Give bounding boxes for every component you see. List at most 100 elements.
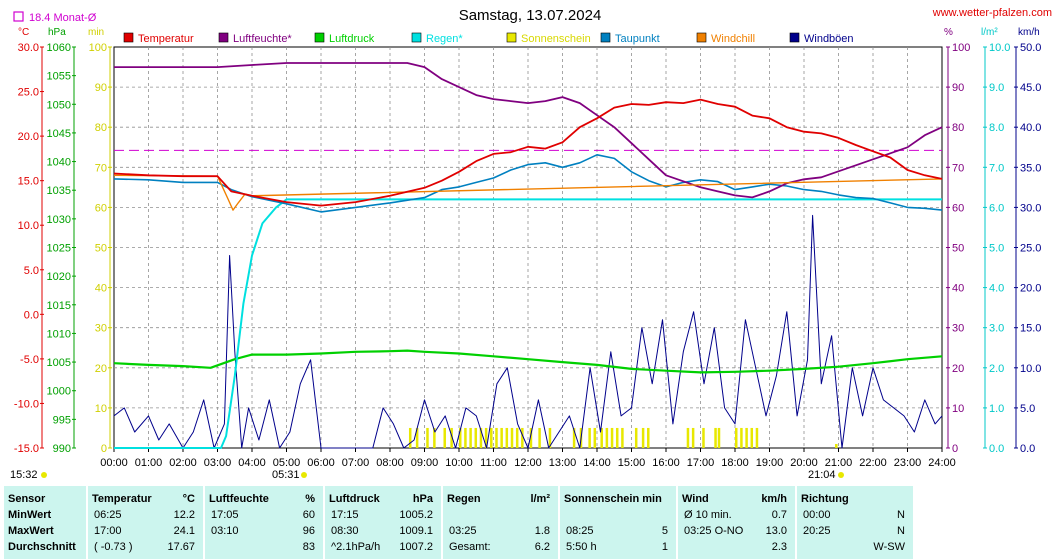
chart-grid: [113, 46, 943, 449]
x-tick-label: 14:00: [583, 457, 611, 469]
sunshine-bar: [717, 427, 721, 448]
wind-tick-label: 30.0: [1020, 202, 1041, 214]
sun-tick-label: 10: [95, 403, 107, 415]
sun-tick-label: 90: [95, 82, 107, 94]
rain-tick-label: 7.0: [989, 162, 1004, 174]
sunshine-bar: [479, 427, 483, 448]
x-tick-label: 04:00: [238, 457, 266, 469]
stats-cell-time: 03:25: [449, 525, 477, 537]
wind-tick-label: 0.0: [1020, 443, 1035, 455]
humidity-tick-label: 80: [952, 122, 964, 134]
pressure-tick-label: 1005: [47, 357, 71, 369]
x-tick-label: 07:00: [342, 457, 370, 469]
sunshine-bar: [755, 427, 759, 448]
wind-tick-label: 10.0: [1020, 363, 1041, 375]
legend-swatch: [123, 32, 134, 43]
legend-label: Luftfeuchte*: [233, 33, 292, 45]
pressure-tick-label: 1060: [47, 42, 71, 54]
sunset-icon: [838, 472, 844, 478]
sunshine-bar: [474, 427, 478, 448]
humidity-tick-label: 20: [952, 363, 964, 375]
stats-cell-value: 1007.2: [399, 541, 433, 553]
stats-column-bg: [88, 486, 203, 559]
series-windböen-line: [113, 214, 943, 449]
wind-tick-label: 50.0: [1020, 42, 1041, 54]
x-tick-label: 05:00: [273, 457, 301, 469]
pressure-tick-label: 1030: [47, 214, 71, 226]
sunshine-bar: [686, 427, 690, 448]
rain-tick-label: 5.0: [989, 243, 1004, 255]
sunshine-bar: [510, 427, 514, 448]
x-tick-label: 03:00: [204, 457, 232, 469]
temp-tick-label: -5.0: [20, 354, 39, 366]
sunshine-bar: [505, 427, 509, 448]
stats-cell-value: 17.67: [167, 541, 195, 553]
sun-tick-label: 0: [101, 443, 107, 455]
stats-column-bg: [325, 486, 441, 559]
series-luftdruck-line: [113, 349, 943, 374]
x-tick-label: 15:00: [618, 457, 646, 469]
legend-swatch: [789, 32, 800, 43]
sunshine-bar: [702, 427, 705, 448]
stats-header-unit: %: [305, 493, 315, 505]
unit-rain: l/m²: [981, 27, 998, 38]
stats-cell-value: 5: [661, 525, 668, 537]
temp-tick-label: 10.0: [18, 220, 39, 232]
stats-cell-value: 1: [661, 541, 668, 553]
chart-legend: Temperatur Luftfeuchte* Luftdruck Regen* Son…: [123, 32, 854, 45]
stats-cell-value: 83: [302, 541, 315, 553]
sunshine-bar: [490, 427, 493, 448]
sunshine-bar: [495, 427, 498, 448]
humidity-tick-label: 60: [952, 202, 964, 214]
sunshine-bar: [433, 427, 436, 448]
stats-row-label: MaxWert: [8, 525, 54, 537]
sunset-label: 21:04: [808, 469, 836, 481]
stats-cell-time: 06:25: [94, 509, 122, 521]
pressure-tick-label: 1040: [47, 157, 71, 169]
legend-swatch: [218, 32, 229, 43]
x-tick-label: 10:00: [445, 457, 473, 469]
stats-cell-value: 12.2: [173, 509, 195, 521]
humidity-tick-label: 50: [952, 243, 964, 255]
sun-tick-label: 100: [89, 42, 107, 54]
wind-tick-label: 35.0: [1020, 162, 1041, 174]
sunshine-bar: [572, 427, 576, 448]
sunshine-bar: [835, 443, 838, 448]
avg-legend-label: 18.4 Monat-Ø: [29, 12, 97, 24]
x-tick-label: 13:00: [549, 457, 577, 469]
sunshine-bar: [459, 427, 462, 448]
chart-axes: 00:00 01:00 02:00 03:00 04:00 05:00 06:00 07:00…: [14, 42, 1042, 469]
temp-tick-label: 0.0: [24, 309, 39, 321]
sun-tick-label: 40: [95, 283, 107, 295]
stats-cell-value: 2.3: [771, 541, 787, 553]
stats-cell-time: Ø 10 min.: [684, 509, 732, 521]
pressure-tick-label: 1025: [47, 243, 71, 255]
legend-swatch: [506, 32, 517, 43]
humidity-tick-label: 10: [952, 403, 964, 415]
sunshine-bar: [538, 427, 541, 448]
sunshine-bar: [750, 427, 754, 448]
stats-header-unit: °C: [182, 493, 195, 505]
stats-cell-value: 13.0: [765, 525, 787, 537]
x-tick-label: 06:00: [307, 457, 335, 469]
stats-cell-value: N: [897, 525, 905, 537]
time-label-left: 15:32: [10, 469, 38, 481]
humidity-tick-label: 90: [952, 82, 964, 94]
stats-cell-value: W-SW: [873, 541, 905, 553]
legend-swatch: [314, 32, 325, 43]
rain-tick-label: 6.0: [989, 202, 1004, 214]
temp-tick-label: 30.0: [18, 42, 39, 54]
x-tick-label: 08:00: [376, 457, 404, 469]
stats-header: Regen: [447, 493, 481, 505]
unit-pressure: hPa: [48, 27, 66, 38]
sunshine-bar: [740, 427, 743, 448]
stats-column-bg: [443, 486, 558, 559]
stats-header-unit: l/m²: [530, 493, 550, 505]
stats-table: Sensor Temperatur °C Luftfeuchte% Luftdruck h…: [0, 486, 1058, 559]
x-tick-label: 21:00: [825, 457, 853, 469]
stats-cell-time: ^2.1hPa/h: [331, 541, 381, 553]
stats-cell-time: 08:30: [331, 525, 359, 537]
source-link[interactable]: www.wetter-pfalzen.com: [932, 7, 1052, 19]
x-tick-label: 20:00: [790, 457, 818, 469]
stats-cell-time: Gesamt:: [449, 541, 491, 553]
